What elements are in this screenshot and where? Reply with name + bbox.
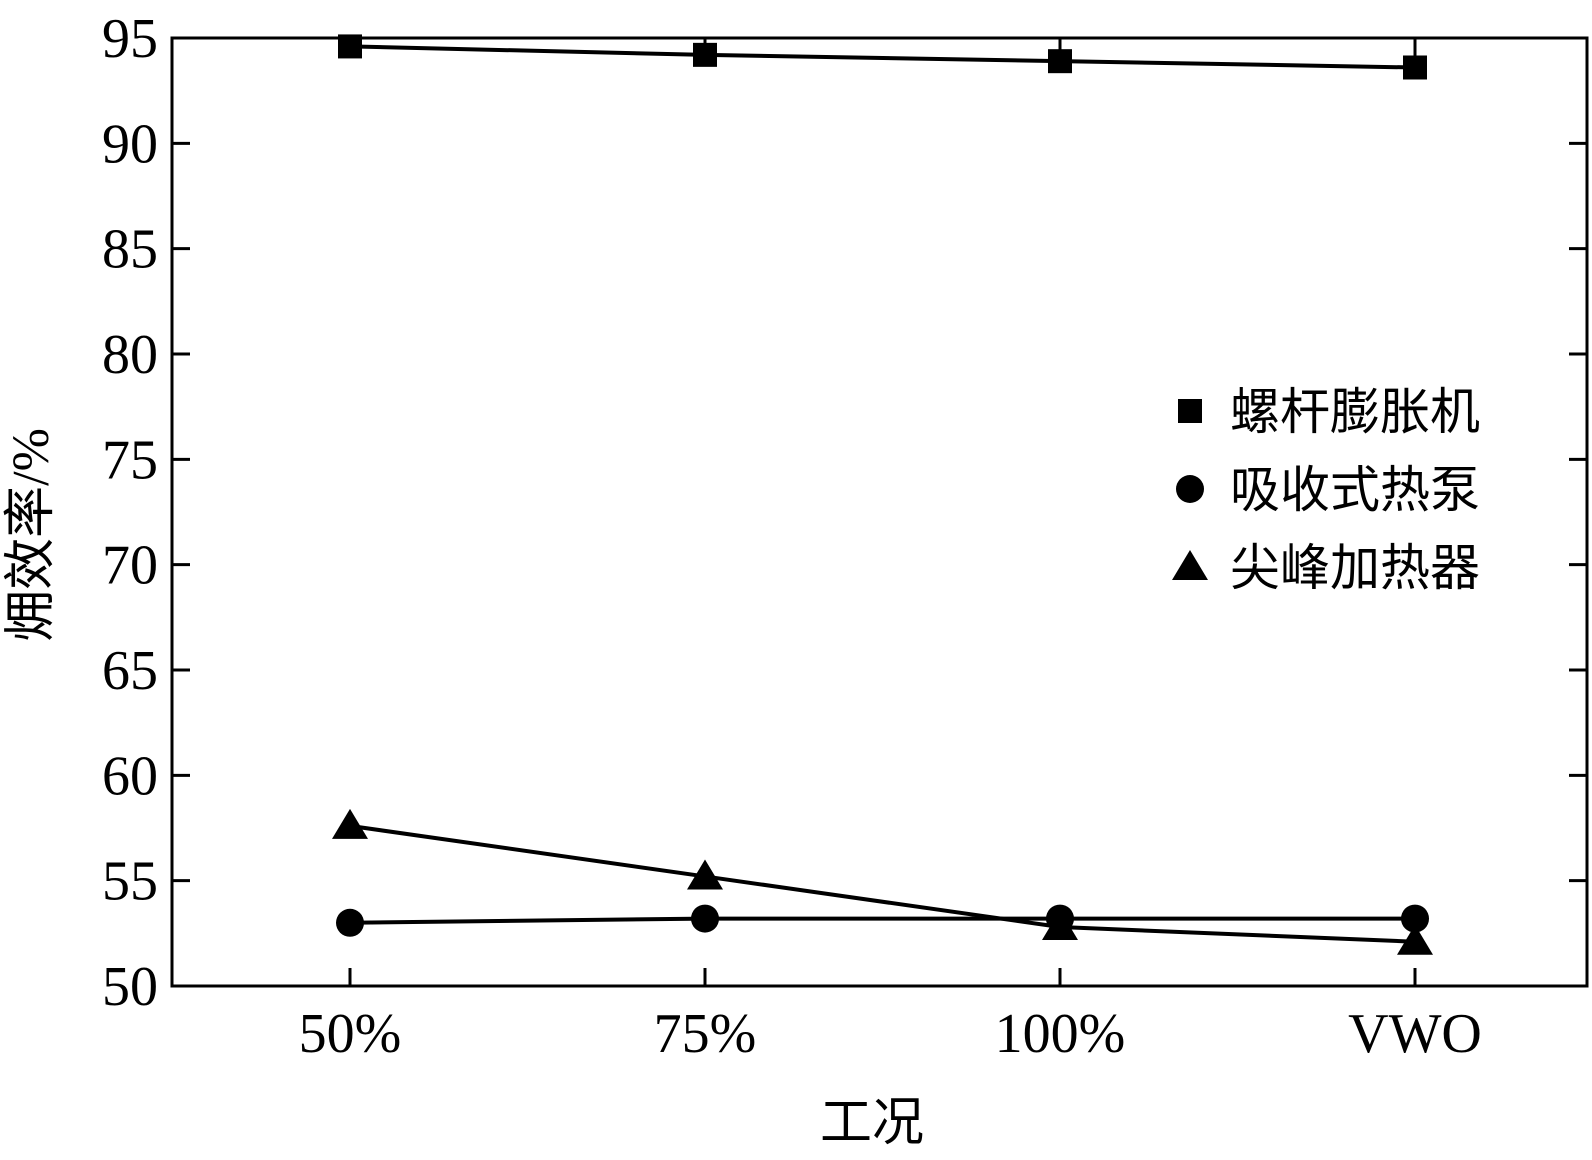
series-layer [332, 34, 1433, 955]
data-point-triangle [687, 859, 723, 890]
legend-item: 螺杆膨胀机 [1178, 384, 1480, 440]
y-axis: 50 55 60 65 70 75 80 85 90 95 [102, 8, 1587, 1018]
data-point-square [693, 42, 717, 67]
series-triangle [332, 808, 1433, 955]
y-tick-label: 75 [102, 429, 158, 491]
legend-label: 吸收式热泵 [1230, 462, 1480, 518]
x-axis: 50% 75% 100% VWO [299, 38, 1482, 1065]
y-tick-label: 55 [102, 851, 158, 913]
series-circle [336, 904, 1429, 937]
legend-item: 尖峰加热器 [1172, 540, 1480, 596]
y-tick-label: 95 [102, 8, 158, 70]
x-tick-label: VWO [1348, 1003, 1482, 1065]
plot-frame [170, 36, 1589, 988]
data-point-circle [691, 904, 719, 933]
y-tick-label: 50 [102, 956, 158, 1018]
data-point-triangle [1042, 910, 1078, 941]
y-tick-label: 80 [102, 324, 158, 386]
y-tick-label: 85 [102, 219, 158, 281]
data-point-circle [336, 908, 364, 937]
data-point-square [1048, 49, 1072, 74]
y-tick-label: 65 [102, 640, 158, 702]
x-tick-label: 50% [299, 1003, 402, 1065]
series-square [338, 34, 1427, 80]
x-axis-title: 工况 [820, 1095, 924, 1152]
series-line [349, 823, 1416, 944]
x-tick-label: 75% [654, 1003, 757, 1065]
y-tick-label: 70 [102, 535, 158, 597]
series-line [349, 44, 1416, 70]
legend-label: 螺杆膨胀机 [1230, 384, 1480, 440]
x-tick-label: 100% [995, 1003, 1126, 1065]
y-axis-title: 㶲效率/% [3, 428, 60, 642]
legend-label: 尖峰加热器 [1230, 540, 1480, 596]
data-point-square [1403, 55, 1427, 80]
data-point-triangle [332, 808, 368, 839]
data-point-circle [1401, 904, 1429, 933]
y-tick-label: 90 [102, 113, 158, 175]
legend-marker-circle [1176, 475, 1204, 503]
y-tick-label: 60 [102, 745, 158, 807]
series-line [349, 916, 1415, 925]
data-point-square [338, 34, 362, 59]
legend-item: 吸收式热泵 [1176, 462, 1480, 518]
legend-marker-triangle [1172, 550, 1208, 580]
legend-marker-square [1178, 399, 1202, 423]
data-point-triangle [1397, 924, 1433, 955]
